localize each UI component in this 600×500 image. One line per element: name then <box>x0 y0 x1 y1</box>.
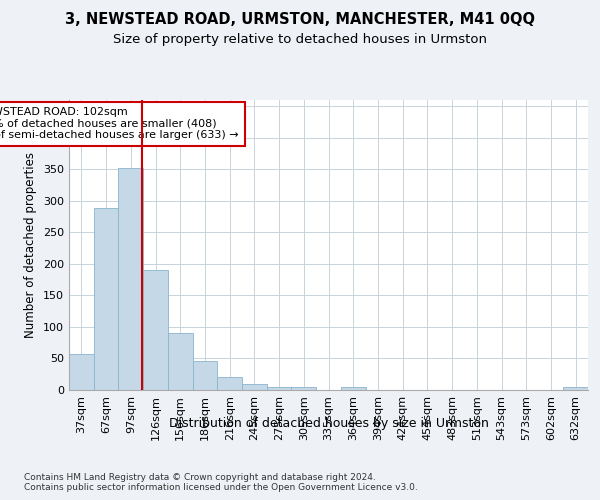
Bar <box>94 208 118 390</box>
Text: 3 NEWSTEAD ROAD: 102sqm
← 39% of detached houses are smaller (408)
60% of semi-d: 3 NEWSTEAD ROAD: 102sqm ← 39% of detache… <box>0 108 239 140</box>
Bar <box>267 387 292 390</box>
Bar <box>563 388 588 390</box>
Text: Contains HM Land Registry data © Crown copyright and database right 2024.
Contai: Contains HM Land Registry data © Crown c… <box>24 472 418 492</box>
Bar <box>217 377 242 390</box>
Text: Distribution of detached houses by size in Urmston: Distribution of detached houses by size … <box>169 418 489 430</box>
Bar <box>242 384 267 390</box>
Y-axis label: Number of detached properties: Number of detached properties <box>25 152 37 338</box>
Bar <box>193 361 217 390</box>
Bar <box>118 168 143 390</box>
Bar <box>292 387 316 390</box>
Bar <box>69 354 94 390</box>
Bar <box>143 270 168 390</box>
Bar <box>341 388 365 390</box>
Text: 3, NEWSTEAD ROAD, URMSTON, MANCHESTER, M41 0QQ: 3, NEWSTEAD ROAD, URMSTON, MANCHESTER, M… <box>65 12 535 28</box>
Text: Size of property relative to detached houses in Urmston: Size of property relative to detached ho… <box>113 32 487 46</box>
Bar <box>168 332 193 390</box>
